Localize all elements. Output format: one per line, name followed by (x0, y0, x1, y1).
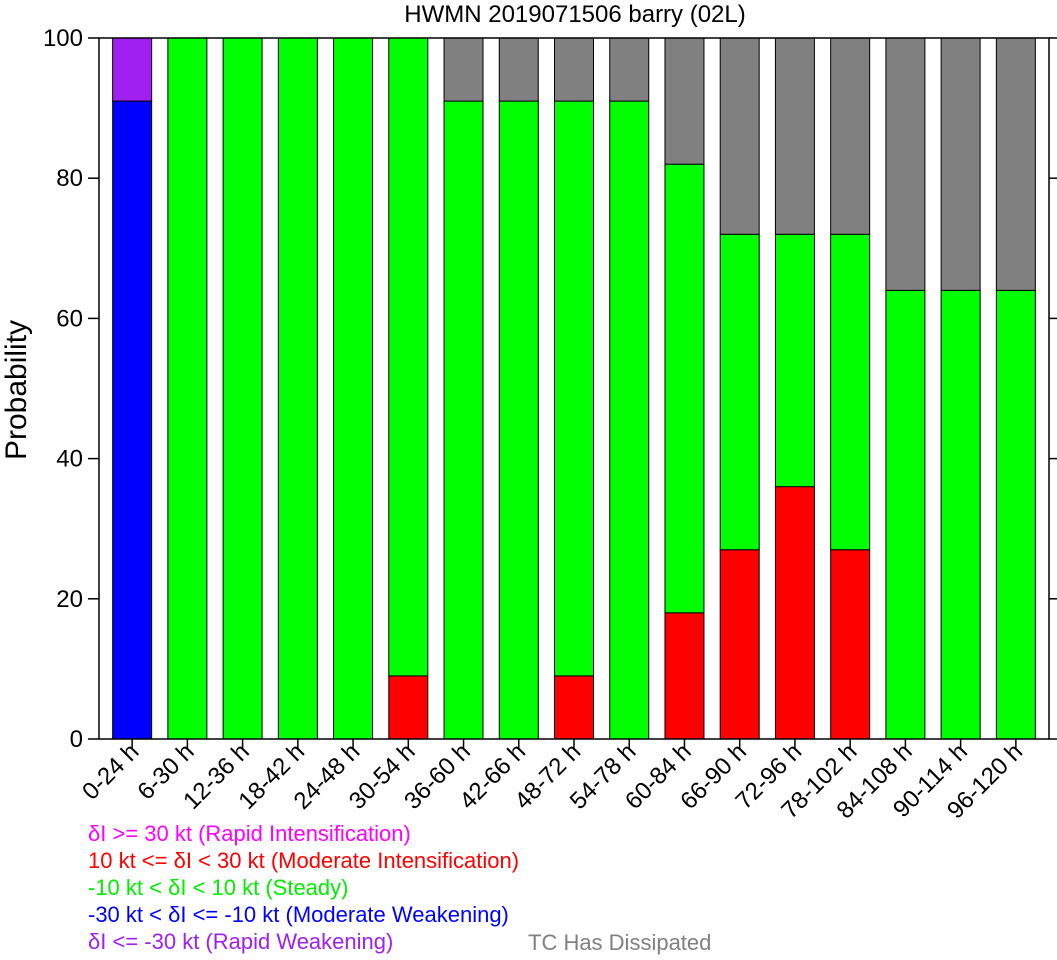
bar-48-72-h-series-1 (554, 675, 594, 740)
bar-66-90-h-series-2 (719, 233, 760, 551)
legend-moderate-weakening: -30 kt < δI <= -10 kt (Moderate Weakenin… (88, 902, 509, 927)
bar-84-108-h-series-5 (885, 37, 926, 291)
bar-54-78-h-series-5 (609, 37, 650, 102)
bar-66-90-h-series-1 (719, 549, 760, 740)
bar-48-72-h-series-2 (554, 100, 594, 677)
legend-moderate-intensification: 10 kt <= δI < 30 kt (Moderate Intensific… (88, 848, 520, 873)
bar-18-42-h-series-2 (277, 37, 318, 740)
y-tick-label-80: 80 (56, 165, 83, 192)
bar-72-96-h-series-2 (774, 233, 815, 488)
y-tick-label-40: 40 (56, 446, 83, 473)
bar-36-60-h-series-2 (443, 100, 484, 740)
bar-90-114-h-series-2 (940, 289, 981, 740)
bar-6-30-h-series-2 (167, 37, 208, 740)
bar-96-120-h-series-5 (995, 37, 1036, 291)
legend: δI >= 30 kt (Rapid Intensification) 10 k… (88, 820, 519, 955)
bar-72-96-h-series-5 (774, 37, 815, 235)
bar-0-24-h-series-0 (112, 100, 153, 740)
bar-78-102-h-series-5 (830, 37, 871, 235)
bar-96-120-h-series-2 (995, 289, 1036, 740)
y-tick-label-0: 0 (70, 726, 83, 753)
bar-12-36-h-series-2 (222, 37, 263, 740)
bar-54-78-h-series-2 (609, 100, 650, 740)
chart-title: HWMN 2019071506 barry (02L) (404, 1, 746, 28)
y-tick-label-60: 60 (56, 305, 83, 332)
bar-42-66-h-series-5 (498, 37, 539, 102)
y-tick-label-20: 20 (56, 586, 83, 613)
bar-60-84-h-series-5 (664, 37, 705, 165)
legend-rapid-weakening: δI <= -30 kt (Rapid Weakening) (88, 929, 394, 954)
x-tick-label-0-24-h: 0-24 h (77, 738, 144, 805)
bar-36-60-h-series-5 (443, 37, 484, 102)
bar-24-48-h-series-2 (333, 37, 374, 740)
bar-48-72-h-series-5 (554, 37, 594, 102)
bar-60-84-h-series-2 (664, 163, 705, 614)
bar-72-96-h-series-1 (774, 486, 815, 740)
bar-0-24-h-series-3 (112, 37, 153, 102)
bar-30-54-h-series-2 (388, 37, 429, 677)
bar-78-102-h-series-1 (830, 549, 871, 740)
bar-78-102-h-series-2 (830, 233, 871, 551)
bars-group (112, 37, 1036, 740)
bar-84-108-h-series-2 (885, 289, 926, 740)
legend-steady: -10 kt < δI < 10 kt (Steady) (88, 875, 349, 900)
legend-rapid-intensification: δI >= 30 kt (Rapid Intensification) (88, 821, 411, 846)
y-tick-label-100: 100 (43, 25, 83, 52)
bar-66-90-h-series-5 (719, 37, 760, 235)
bar-30-54-h-series-1 (388, 675, 429, 740)
bar-60-84-h-series-1 (664, 612, 705, 740)
y-axis-label: Probability (0, 320, 33, 460)
legend-dissipated: TC Has Dissipated (528, 930, 712, 955)
bar-42-66-h-series-2 (498, 100, 539, 740)
bar-90-114-h-series-5 (940, 37, 981, 291)
